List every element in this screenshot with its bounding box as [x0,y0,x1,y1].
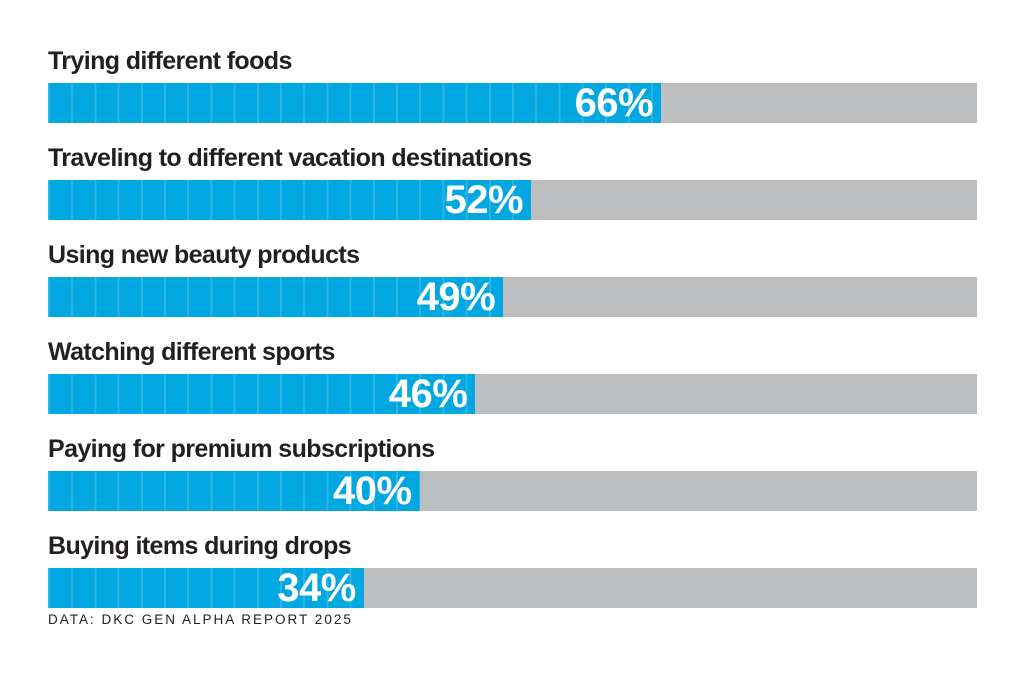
bar-value-label: 66% [574,83,654,123]
bar-fill: 49% [48,277,504,317]
bar-row: Watching different sports 46% [48,337,977,414]
bar-row: Trying different foods 66% [48,46,977,123]
bar-track: 49% [48,277,977,317]
bar-track: 66% [48,83,977,123]
bar-row: Traveling to different vacation destinat… [48,143,977,220]
bar-category-label: Traveling to different vacation destinat… [48,144,532,172]
bar-category-label: Paying for premium subscriptions [48,435,435,463]
bar-value-label: 49% [416,277,496,317]
bar-fill: 46% [48,374,476,414]
bar-fill: 34% [48,568,364,608]
bar-track: 34% [48,568,977,608]
bar-fill: 52% [48,180,532,220]
bar-value-label: 34% [277,568,356,608]
bar-value-label: 52% [444,180,524,220]
bar-fill: 66% [48,83,662,123]
bar-track: 52% [48,180,977,220]
bar-value-label: 46% [388,374,468,414]
horizontal-bar-chart: Trying different foods 66% Traveling to … [48,46,977,628]
bar-category-label: Buying items during drops [48,532,352,560]
bar-track: 46% [48,374,977,414]
bar-track: 40% [48,471,977,511]
bar-fill: 40% [48,471,420,511]
bar-value-label: 40% [333,471,412,511]
data-source-note: DATA: DKC GEN ALPHA REPORT 2025 [48,612,353,627]
bar-row: Buying items during drops 34% [48,531,977,608]
bar-category-label: Using new beauty products [48,241,360,269]
bar-category-label: Trying different foods [48,47,292,75]
bar-row: Paying for premium subscriptions 40% [48,434,977,511]
bar-category-label: Watching different sports [48,338,335,366]
bar-row: Using new beauty products 49% [48,240,977,317]
